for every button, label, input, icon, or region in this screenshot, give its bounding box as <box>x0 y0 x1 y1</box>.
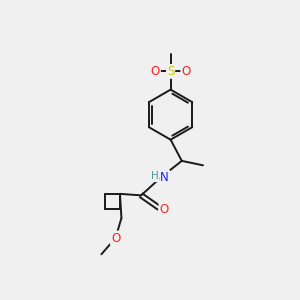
Text: O: O <box>181 65 190 78</box>
Text: O: O <box>151 65 160 78</box>
Text: N: N <box>160 171 169 184</box>
Text: O: O <box>111 232 120 244</box>
Text: H: H <box>151 171 159 181</box>
Text: O: O <box>160 203 169 216</box>
Text: S: S <box>167 65 174 78</box>
